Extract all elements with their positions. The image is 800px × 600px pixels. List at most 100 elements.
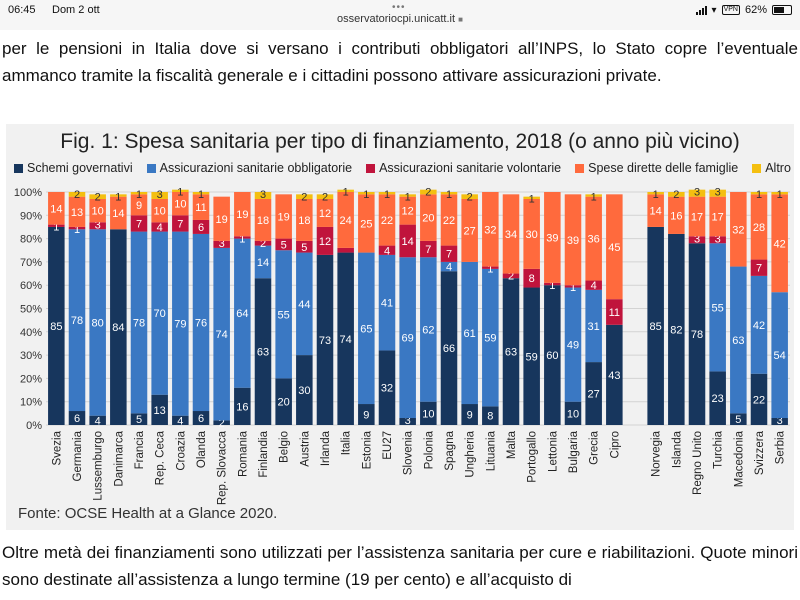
bar-segment xyxy=(399,418,416,425)
bar-segment xyxy=(544,285,561,425)
bar-segment xyxy=(110,229,127,425)
data-label: 17 xyxy=(712,211,724,223)
bar-segment xyxy=(68,411,86,425)
x-tick-label: Romania xyxy=(237,430,249,477)
bar-segment xyxy=(399,194,416,197)
x-tick-label: Bulgaria xyxy=(568,430,580,473)
data-label: 78 xyxy=(71,315,83,327)
x-tick-label: Italia xyxy=(341,430,353,455)
bar-segment xyxy=(275,378,292,425)
data-label: 63 xyxy=(732,335,744,347)
data-label: 18 xyxy=(298,215,310,227)
bar-segment xyxy=(440,245,458,262)
battery-level-fill xyxy=(774,7,784,13)
article-paragraph-top: per le pensioni in Italia dove si versan… xyxy=(0,35,800,89)
data-label: 1 xyxy=(53,222,59,234)
bar-segment xyxy=(213,196,230,241)
data-label: 14 xyxy=(402,236,414,248)
data-label: 2 xyxy=(219,417,225,429)
legend-item-schemi: Schemi governativi xyxy=(14,161,133,175)
y-tick-label: 30% xyxy=(20,350,42,362)
bar-segment xyxy=(234,387,251,425)
bar-segment xyxy=(688,196,706,237)
more-dots-icon[interactable]: ••• xyxy=(392,2,406,13)
data-label: 30 xyxy=(298,385,310,397)
bar-segment xyxy=(234,238,251,388)
bar-segment xyxy=(647,192,664,195)
data-label: 22 xyxy=(753,394,765,406)
bar-segment xyxy=(709,196,726,237)
data-label: 42 xyxy=(774,238,786,250)
data-label: 78 xyxy=(691,329,703,341)
data-label: 45 xyxy=(608,242,620,254)
bar-segment xyxy=(192,219,210,234)
bar-segment xyxy=(523,198,540,269)
x-tick-label: Polonia xyxy=(423,430,435,469)
x-tick-label: Estonia xyxy=(361,430,373,469)
data-label: 22 xyxy=(443,215,455,227)
data-label: 14 xyxy=(257,257,269,269)
x-tick-label: Belgio xyxy=(279,431,291,463)
bar-segment xyxy=(151,394,168,425)
bar-segment xyxy=(254,240,272,246)
bar-segment xyxy=(750,192,768,195)
data-label: 1 xyxy=(177,187,183,199)
bar-segment xyxy=(750,194,768,260)
data-label: 2 xyxy=(301,191,307,203)
status-date: Dom 2 ott xyxy=(52,4,100,16)
y-tick-label: 20% xyxy=(20,373,42,385)
x-tick-label: Finlandia xyxy=(258,430,270,477)
x-tick-label: Portogallo xyxy=(527,431,539,483)
bar-segment xyxy=(296,198,313,241)
data-label: 85 xyxy=(650,321,662,333)
bar-segment xyxy=(502,278,520,425)
data-label: 34 xyxy=(505,229,517,241)
data-label: 55 xyxy=(278,309,290,321)
data-label: 8 xyxy=(529,273,535,285)
bar-segment xyxy=(502,194,520,274)
data-label: 85 xyxy=(50,321,62,333)
data-label: 7 xyxy=(425,244,431,256)
y-tick-label: 70% xyxy=(20,257,42,269)
data-label: 22 xyxy=(381,215,393,227)
data-label: 5 xyxy=(735,414,741,426)
data-label: 1 xyxy=(529,194,535,206)
data-label: 3 xyxy=(405,415,411,427)
data-label: 1 xyxy=(549,280,555,292)
x-tick-label: Cipro xyxy=(609,431,621,458)
bar-segment xyxy=(420,240,437,258)
data-label: 3 xyxy=(715,233,721,245)
data-label: 84 xyxy=(112,322,124,334)
bar-segment xyxy=(461,404,478,425)
battery-text: 62% xyxy=(744,4,767,16)
bar-segment xyxy=(172,192,189,216)
vpn-icon: VPN xyxy=(721,5,740,15)
bar-segment xyxy=(564,194,582,286)
data-label: 4 xyxy=(157,222,163,234)
y-tick-label: 90% xyxy=(20,210,42,222)
bar-segment xyxy=(709,236,726,244)
data-label: 16 xyxy=(670,210,682,222)
address-bar[interactable]: osservatoriocpi.unicatt.it ■ xyxy=(0,13,800,25)
data-label: 12 xyxy=(402,206,414,218)
x-tick-label: Svizzera xyxy=(754,430,766,475)
data-label: 14 xyxy=(112,208,124,220)
x-tick-label: Croazia xyxy=(175,430,187,470)
data-label: 24 xyxy=(340,215,352,227)
bar-segment xyxy=(89,415,106,425)
bar-segment xyxy=(399,224,416,258)
data-label: 61 xyxy=(464,328,476,340)
bar-segment xyxy=(151,231,168,395)
bar-segment xyxy=(461,194,478,199)
bar-segment xyxy=(192,411,210,425)
data-label: 30 xyxy=(526,229,538,241)
data-label: 82 xyxy=(670,324,682,336)
data-label: 12 xyxy=(319,208,331,220)
data-label: 49 xyxy=(567,340,579,352)
data-label: 73 xyxy=(319,335,331,347)
x-tick-label: Norvegia xyxy=(651,430,663,477)
bar-segment xyxy=(399,196,416,225)
data-label: 14 xyxy=(650,206,662,218)
data-label: 1 xyxy=(446,189,452,201)
bar-segment xyxy=(399,257,416,419)
